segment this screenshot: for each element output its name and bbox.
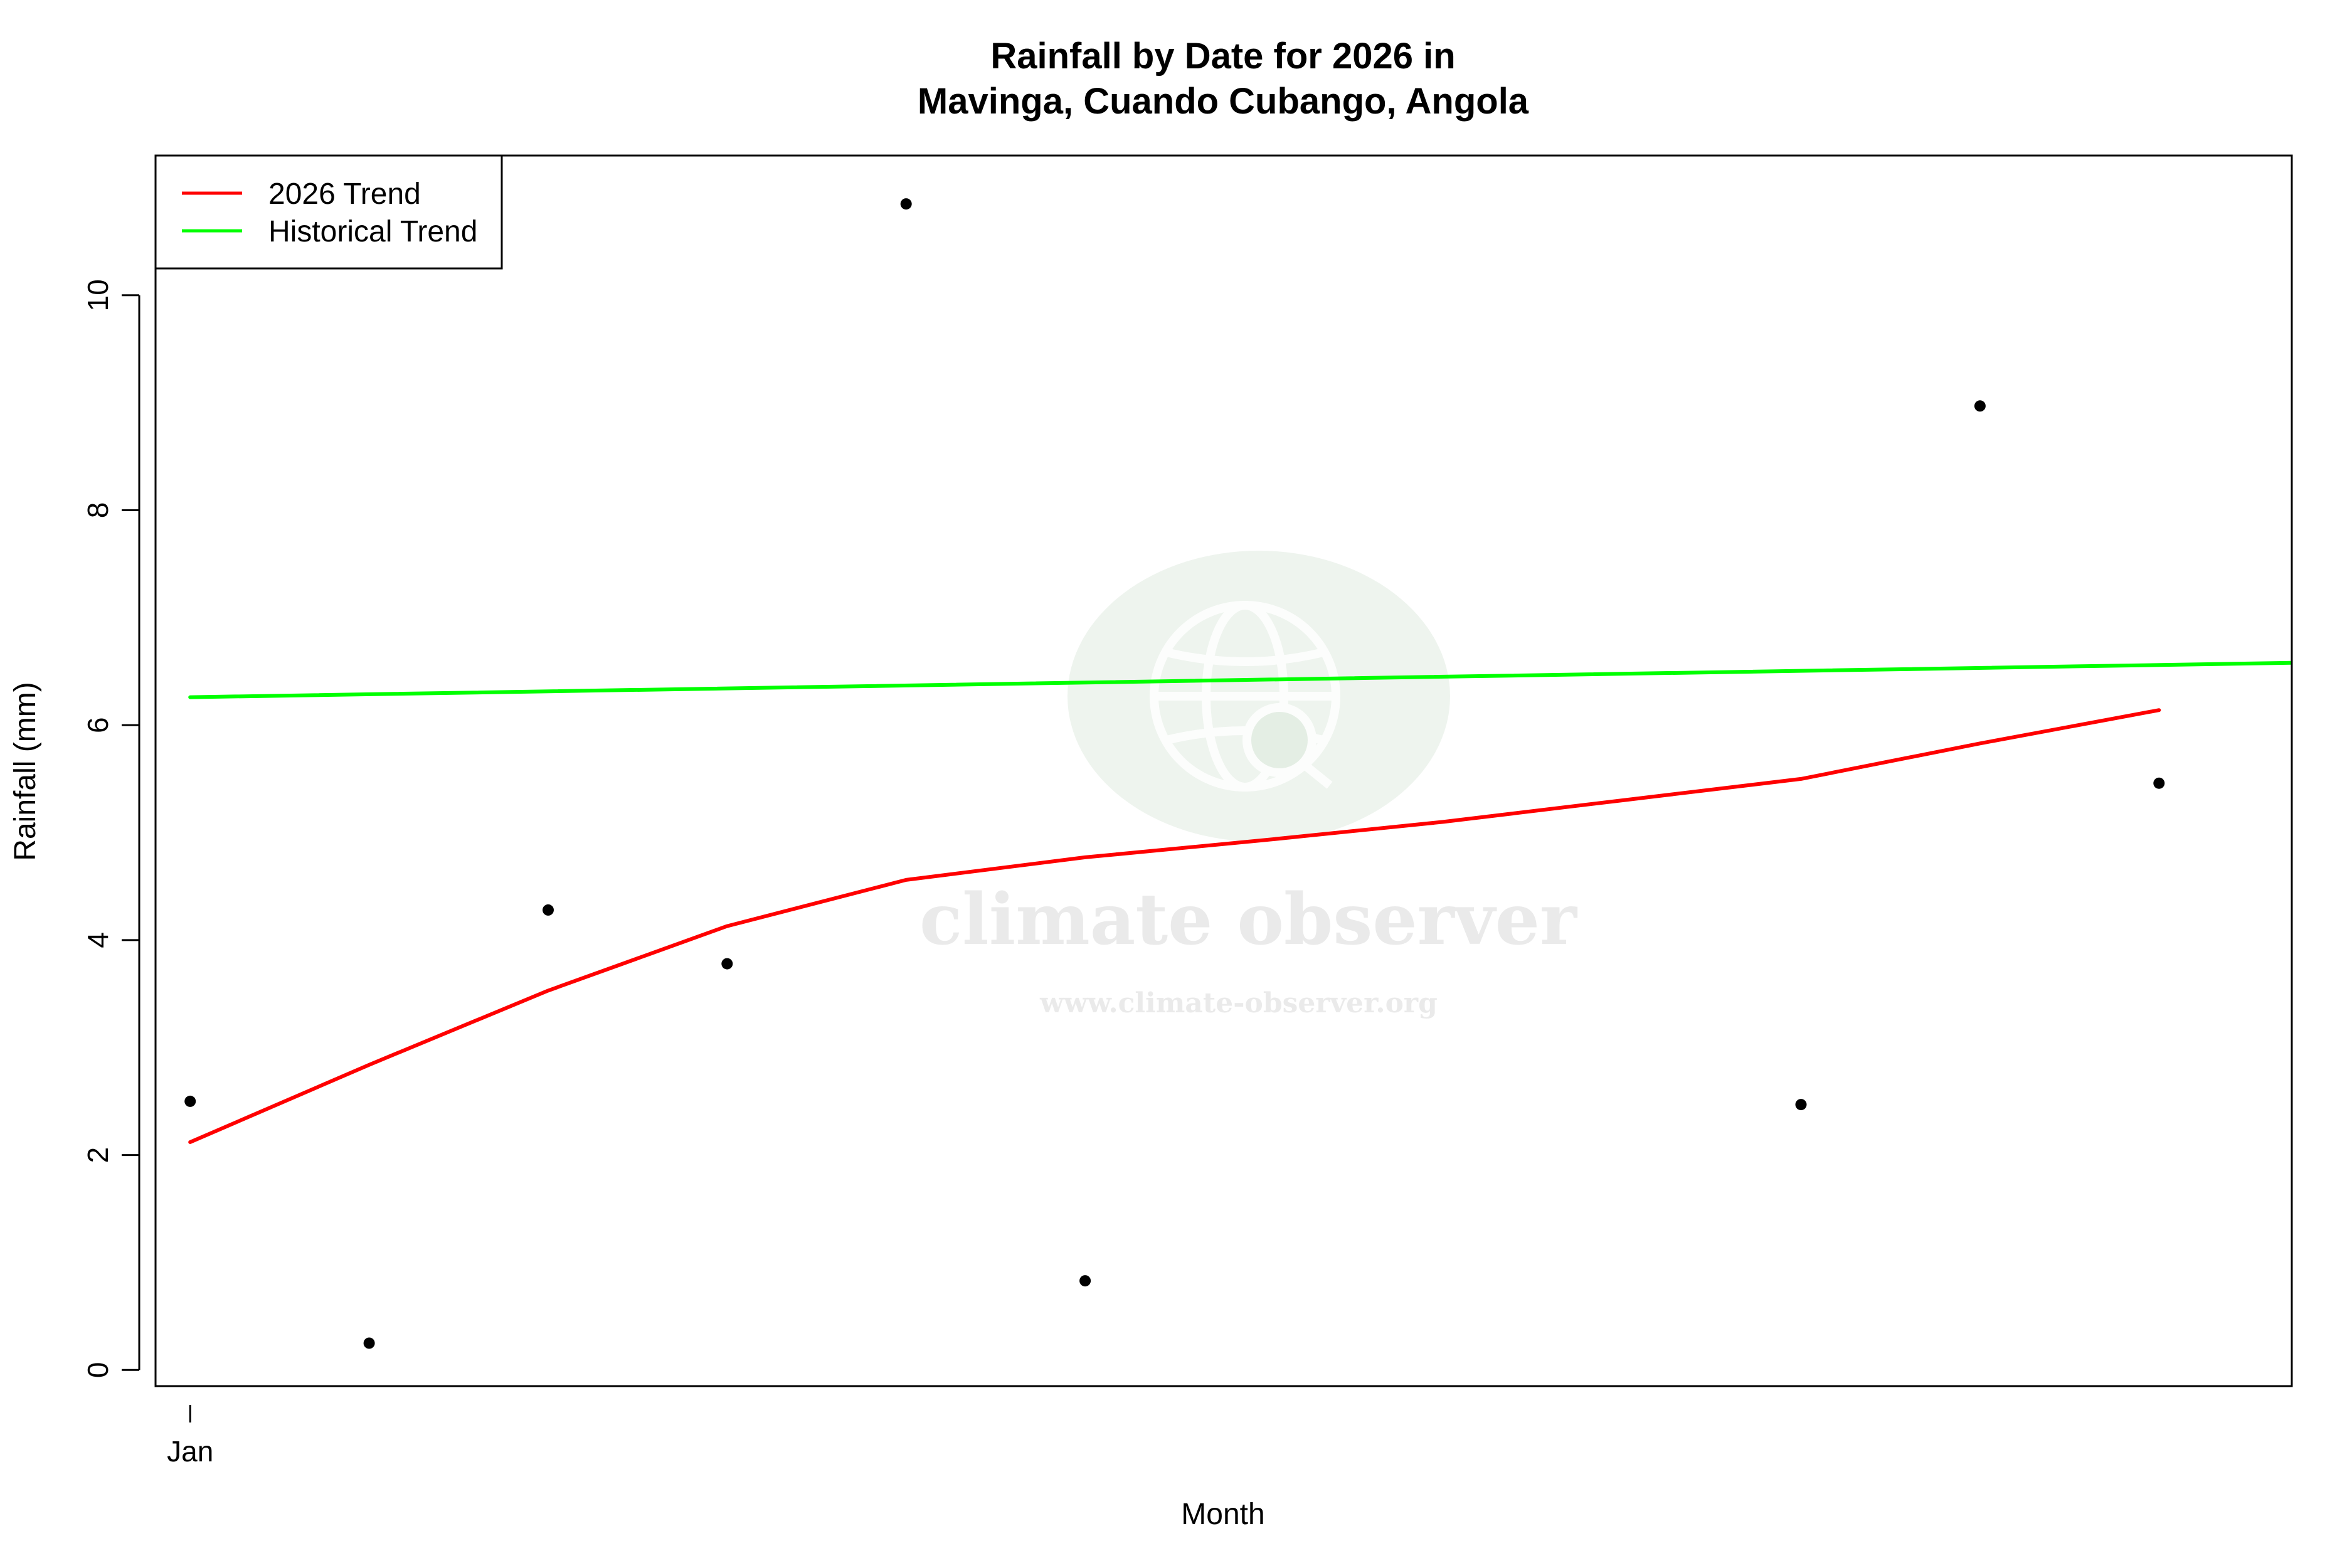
legend-label-historical-trend: Historical Trend xyxy=(268,215,477,248)
data-point xyxy=(184,1095,196,1107)
watermark-name: climate observer xyxy=(919,879,1578,961)
y-tick-label: 0 xyxy=(82,1362,114,1379)
chart-title-line-2: Mavinga, Cuando Cubango, Angola xyxy=(918,81,1529,122)
y-axis-label: Rainfall (mm) xyxy=(9,682,42,861)
axes: 0 2 4 6 8 10 Jan xyxy=(82,279,213,1468)
legend-box xyxy=(154,154,503,270)
data-point xyxy=(1079,1275,1091,1287)
x-tick-label: Jan xyxy=(167,1435,213,1468)
globe-search-icon xyxy=(1150,601,1340,792)
y-tick-label: 6 xyxy=(82,717,114,733)
data-point xyxy=(900,198,912,210)
watermark-url: www.climate-observer.org xyxy=(1039,987,1438,1019)
data-point xyxy=(2153,777,2165,789)
y-tick-label: 2 xyxy=(82,1147,114,1163)
legend-label-2026-trend: 2026 Trend xyxy=(268,177,421,211)
x-axis-label: Month xyxy=(1181,1498,1264,1531)
plot-frame xyxy=(154,154,2293,1387)
y-tick-label: 8 xyxy=(82,502,114,519)
y-tick-label: 10 xyxy=(82,279,114,311)
trend-lines xyxy=(188,660,2292,1144)
legend: 2026 Trend Historical Trend xyxy=(154,154,503,270)
data-point xyxy=(1795,1099,1807,1111)
watermark: climate observer www.climate-observer.or… xyxy=(919,551,1578,1019)
y-tick-label: 4 xyxy=(82,932,114,948)
series-line-historical-trend xyxy=(188,660,2292,699)
series-line-2026-trend xyxy=(188,708,2161,1144)
chart-title-line-1: Rainfall by Date for 2026 in xyxy=(990,36,1455,77)
data-point xyxy=(1974,400,1986,412)
data-point xyxy=(363,1337,375,1349)
data-points xyxy=(184,198,2165,1349)
data-point xyxy=(721,958,733,970)
data-point xyxy=(543,904,554,916)
